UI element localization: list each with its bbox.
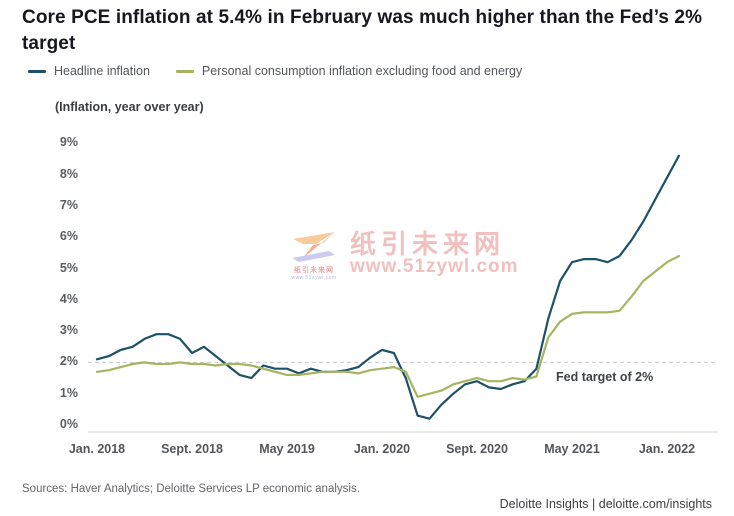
y-tick-label: 5%	[59, 260, 78, 275]
core-pce-inflation-line	[95, 254, 681, 398]
y-tick-label: 3%	[59, 323, 78, 338]
x-tick-label: Jan. 2020	[353, 442, 411, 456]
sources-note: Sources: Haver Analytics; Deloitte Servi…	[22, 483, 360, 495]
y-tick-label: 4%	[59, 291, 78, 306]
axis-unit-label: (Inflation, year over year)	[55, 100, 204, 114]
headline-line-swatch-icon	[28, 69, 46, 73]
fed-target-annotation: Fed target of 2%	[556, 370, 654, 384]
y-tick-label: 0%	[59, 417, 78, 431]
x-tick-label: Sept. 2020	[446, 442, 508, 456]
legend-item-core-pce: Personal consumption inflation excluding…	[175, 64, 523, 78]
x-tick-label: Sept. 2018	[161, 442, 223, 456]
headline-inflation-line	[95, 154, 681, 420]
y-tick-label: 1%	[59, 385, 78, 400]
legend-label: Headline inflation	[54, 64, 150, 78]
x-tick-label: May 2019	[259, 442, 315, 456]
y-tick-label: 2%	[59, 354, 78, 369]
y-tick-label: 8%	[59, 166, 78, 181]
legend-item-headline: Headline inflation	[28, 64, 150, 78]
x-tick-label: Jan. 2022	[638, 442, 696, 456]
deloitte-insights-footer: Deloitte Insights | deloitte.com/insight…	[499, 497, 712, 511]
y-tick-label: 9%	[59, 135, 78, 150]
x-tick-label: May 2021	[544, 442, 600, 456]
legend-label: Personal consumption inflation excluding…	[201, 64, 523, 78]
core-pce-line-swatch-icon	[175, 69, 194, 73]
y-tick-label: 7%	[59, 197, 78, 212]
y-tick-label: 6%	[59, 229, 78, 244]
x-tick-label: Jan. 2018	[68, 442, 126, 456]
chart-title: Core PCE inflation at 5.4% in February w…	[22, 7, 703, 55]
legend: Headline inflation Personal consumption …	[28, 64, 522, 78]
